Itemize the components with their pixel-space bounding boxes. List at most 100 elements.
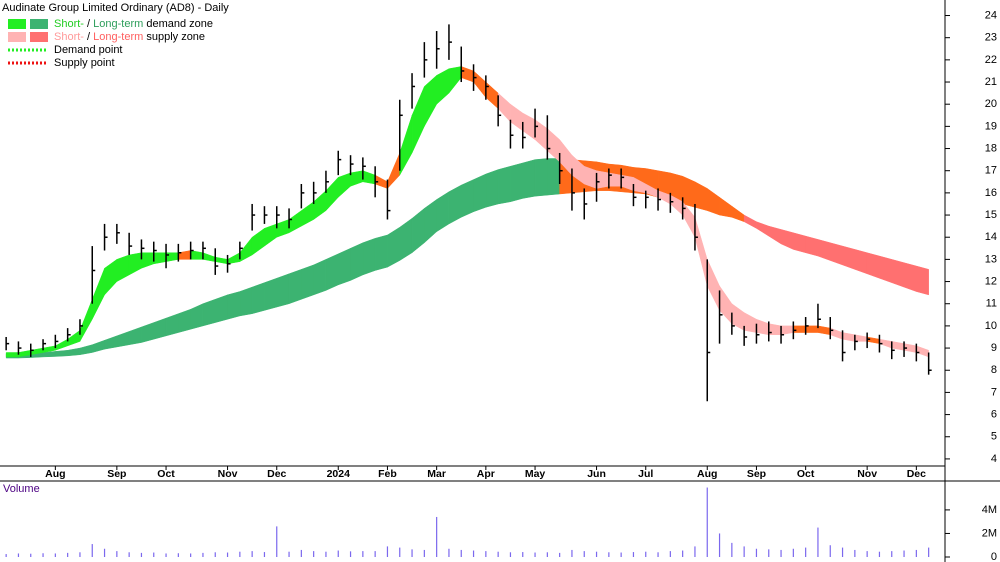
legend-text: Short- <box>54 31 84 43</box>
y-tick-label: 10 <box>985 320 997 332</box>
zone-segment <box>128 252 142 276</box>
volume-bar <box>5 554 7 557</box>
y-tick-label: 4 <box>991 453 997 465</box>
y-tick-label: 13 <box>985 253 997 265</box>
zone-segment <box>251 282 265 315</box>
volume-bar <box>878 551 881 557</box>
zone-segment <box>301 264 314 300</box>
legend-swatch <box>30 32 48 42</box>
volume-bar <box>448 548 450 557</box>
zone-segment <box>694 181 708 211</box>
zone-segment <box>719 285 733 325</box>
zone-segment <box>707 259 720 311</box>
zone-segment <box>227 252 241 265</box>
zone-segment <box>264 223 277 247</box>
volume-bar <box>645 551 647 557</box>
x-tick-label: Nov <box>857 468 877 480</box>
x-tick-label: Dec <box>907 468 926 480</box>
zone-segment <box>842 332 856 342</box>
zone-segment <box>707 187 720 216</box>
zone-segment <box>288 269 302 305</box>
volume-bar <box>386 546 389 557</box>
volume-bar <box>325 551 327 557</box>
volume-bar <box>534 552 536 557</box>
volume-bar <box>54 553 56 557</box>
y-tick-label: 6 <box>991 408 997 420</box>
zone-segment <box>411 207 425 254</box>
legend-label: Supply point <box>54 57 115 69</box>
legend-text: Short- <box>54 18 84 30</box>
zone-segment <box>424 74 437 128</box>
zone-segment <box>547 158 560 196</box>
zone-segment <box>128 326 142 346</box>
volume-bar <box>349 551 352 557</box>
zone-segment <box>817 239 831 261</box>
x-tick-label: Aug <box>697 468 717 480</box>
volume-bar <box>337 550 339 557</box>
volume-bar <box>67 552 69 557</box>
volume-bar <box>300 549 302 557</box>
zone-segment <box>165 313 179 337</box>
zone-segment <box>424 199 437 244</box>
zone-segment <box>780 325 794 336</box>
volume-bar <box>128 552 130 557</box>
volume-bar <box>362 551 364 557</box>
volume-title: Volume <box>3 483 40 495</box>
zone-segment <box>891 341 905 351</box>
zone-segment <box>350 170 364 187</box>
volume-bar <box>190 553 192 557</box>
volume-bars <box>5 487 930 557</box>
zone-segment <box>313 190 327 220</box>
zone-segment <box>473 173 487 213</box>
legend-label: Short- / Long-term supply zone <box>54 31 205 43</box>
volume-bar <box>866 551 868 557</box>
volume-bar <box>817 527 819 557</box>
volume-bar <box>411 549 413 557</box>
zone-segment <box>116 254 130 282</box>
legend-text: supply zone <box>143 31 205 43</box>
y-tick-label: 24 <box>985 9 997 21</box>
x-tick-label: Dec <box>267 468 286 480</box>
zone-segment <box>5 352 19 358</box>
volume-bar <box>288 551 290 557</box>
zone-segment <box>854 334 868 342</box>
x-tick-label: Jul <box>638 468 653 480</box>
x-tick-label: Jun <box>587 468 606 480</box>
y-tick-label: 16 <box>985 187 997 199</box>
y-tick-label: 18 <box>985 142 997 154</box>
zone-segment <box>202 252 216 262</box>
zone-segment <box>301 201 314 227</box>
zone-segment <box>485 169 499 208</box>
zone-segment <box>362 237 376 276</box>
volume-bar <box>903 550 905 557</box>
volume-bar <box>399 547 401 557</box>
zone-segment <box>522 159 536 199</box>
y-tick-label: 5 <box>991 431 997 443</box>
volume-bar <box>17 553 20 557</box>
zone-segment <box>165 252 179 262</box>
volume-bar <box>485 551 487 557</box>
zone-segment <box>461 179 474 218</box>
zone-segment <box>79 299 93 343</box>
zone-segment <box>67 347 81 357</box>
zone-segment <box>239 286 253 317</box>
zone-segment <box>547 128 560 163</box>
zone-segment <box>92 339 105 353</box>
volume-bar <box>620 552 622 557</box>
y-tick-label: 12 <box>985 275 997 287</box>
x-tick-label: Nov <box>218 468 238 480</box>
legend-text: / <box>84 31 93 43</box>
zone-segment <box>805 235 819 257</box>
zone-segment <box>153 317 167 340</box>
zone-segment <box>522 112 536 141</box>
y-tick-label: 17 <box>985 165 997 177</box>
y-tick-label: 19 <box>985 120 997 132</box>
volume-bar <box>153 552 155 557</box>
zone-segment <box>399 115 413 177</box>
volume-bar <box>682 550 684 557</box>
zone-segment <box>817 325 831 336</box>
volume-bar <box>509 552 512 557</box>
volume-bar <box>374 551 376 557</box>
y-tick-label: 11 <box>986 298 997 310</box>
